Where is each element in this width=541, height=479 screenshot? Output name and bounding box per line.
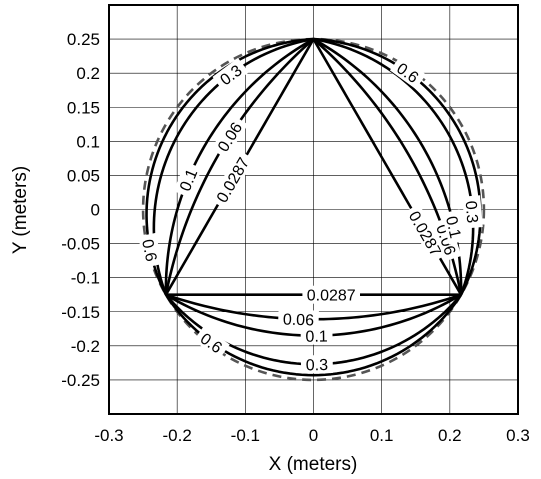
contour-label-bg xyxy=(431,217,462,262)
plot-frame xyxy=(108,4,519,415)
contour-label-group: 0.06 xyxy=(277,309,319,330)
contour-label-bg xyxy=(210,114,248,159)
y-axis-ticks: 0.25 0.2 0.15 0.1 0.05 0 -0.05 -0.1 -0.15 -0.2 -0.… xyxy=(61,30,100,390)
x-tick-label: 0.1 xyxy=(370,426,394,445)
y-tick-label: 0.2 xyxy=(76,64,100,83)
y-axis-label: Y (meters) xyxy=(10,166,31,254)
contour-line-0.3 xyxy=(313,37,475,296)
y-tick-label: -0.05 xyxy=(61,235,100,254)
y-tick-label: 0 xyxy=(91,201,100,220)
y-tick-label: 0.05 xyxy=(67,166,100,185)
contour-line-0.06 xyxy=(164,38,315,295)
y-tick-label: -0.15 xyxy=(61,303,100,322)
contour-line-0.1 xyxy=(312,37,463,295)
contour-label-bg xyxy=(277,309,319,329)
contour-label-group: 0.3 xyxy=(300,354,333,374)
contour-label-bg xyxy=(212,57,249,92)
y-tick-label: 0.25 xyxy=(67,30,100,49)
contour-label: 0.0287 xyxy=(307,288,356,305)
x-tick-label: 0.3 xyxy=(506,426,530,445)
contour-line-0.6 xyxy=(313,37,482,296)
contour-label: 0.06 xyxy=(283,311,315,329)
x-tick-label: -0.1 xyxy=(231,426,260,445)
contour-label-bg xyxy=(173,161,203,198)
contour-label-bg xyxy=(193,326,230,360)
contour-label-bg xyxy=(300,326,333,345)
contour-label-bg xyxy=(210,150,255,210)
x-tick-label: 0.2 xyxy=(438,426,462,445)
x-tick-label: -0.3 xyxy=(94,426,123,445)
contour-label: 0.3 xyxy=(462,200,481,224)
x-axis-ticks: -0.3 -0.2 -0.1 0 0.1 0.2 0.3 xyxy=(94,426,529,445)
y-tick-label: -0.1 xyxy=(71,269,100,288)
contour-label-bg xyxy=(462,195,483,229)
y-tick-label: 0.1 xyxy=(76,132,100,151)
contour-label: 0.1 xyxy=(442,215,463,241)
contour-label-group: 0.0287 xyxy=(302,285,361,305)
contour-label: 0.3 xyxy=(306,357,329,374)
contour-label-bg xyxy=(441,209,467,245)
contour-line-0.1 xyxy=(164,37,315,295)
contour-label-group: 0.3 xyxy=(462,195,483,229)
y-tick-label: -0.2 xyxy=(71,337,100,356)
contour-label-bg xyxy=(138,232,163,268)
contour-label-group: 0.1 xyxy=(441,209,467,245)
y-tick-label: 0.15 xyxy=(67,98,100,117)
y-tick-label: -0.25 xyxy=(61,371,100,390)
x-axis-label: X (meters) xyxy=(269,454,358,475)
contour-label: 0.1 xyxy=(305,328,328,345)
contour-label-bg xyxy=(300,354,333,374)
contour-label-bg xyxy=(302,285,361,304)
contour-label-group: 0.6 xyxy=(138,232,163,268)
contour-label-bg xyxy=(403,203,448,263)
x-tick-label: 0 xyxy=(309,426,318,445)
x-tick-label: -0.2 xyxy=(163,426,192,445)
contour-label-group: 0.1 xyxy=(300,326,333,346)
contour-label: 0.6 xyxy=(138,238,159,263)
contour-label-bg xyxy=(389,55,427,90)
